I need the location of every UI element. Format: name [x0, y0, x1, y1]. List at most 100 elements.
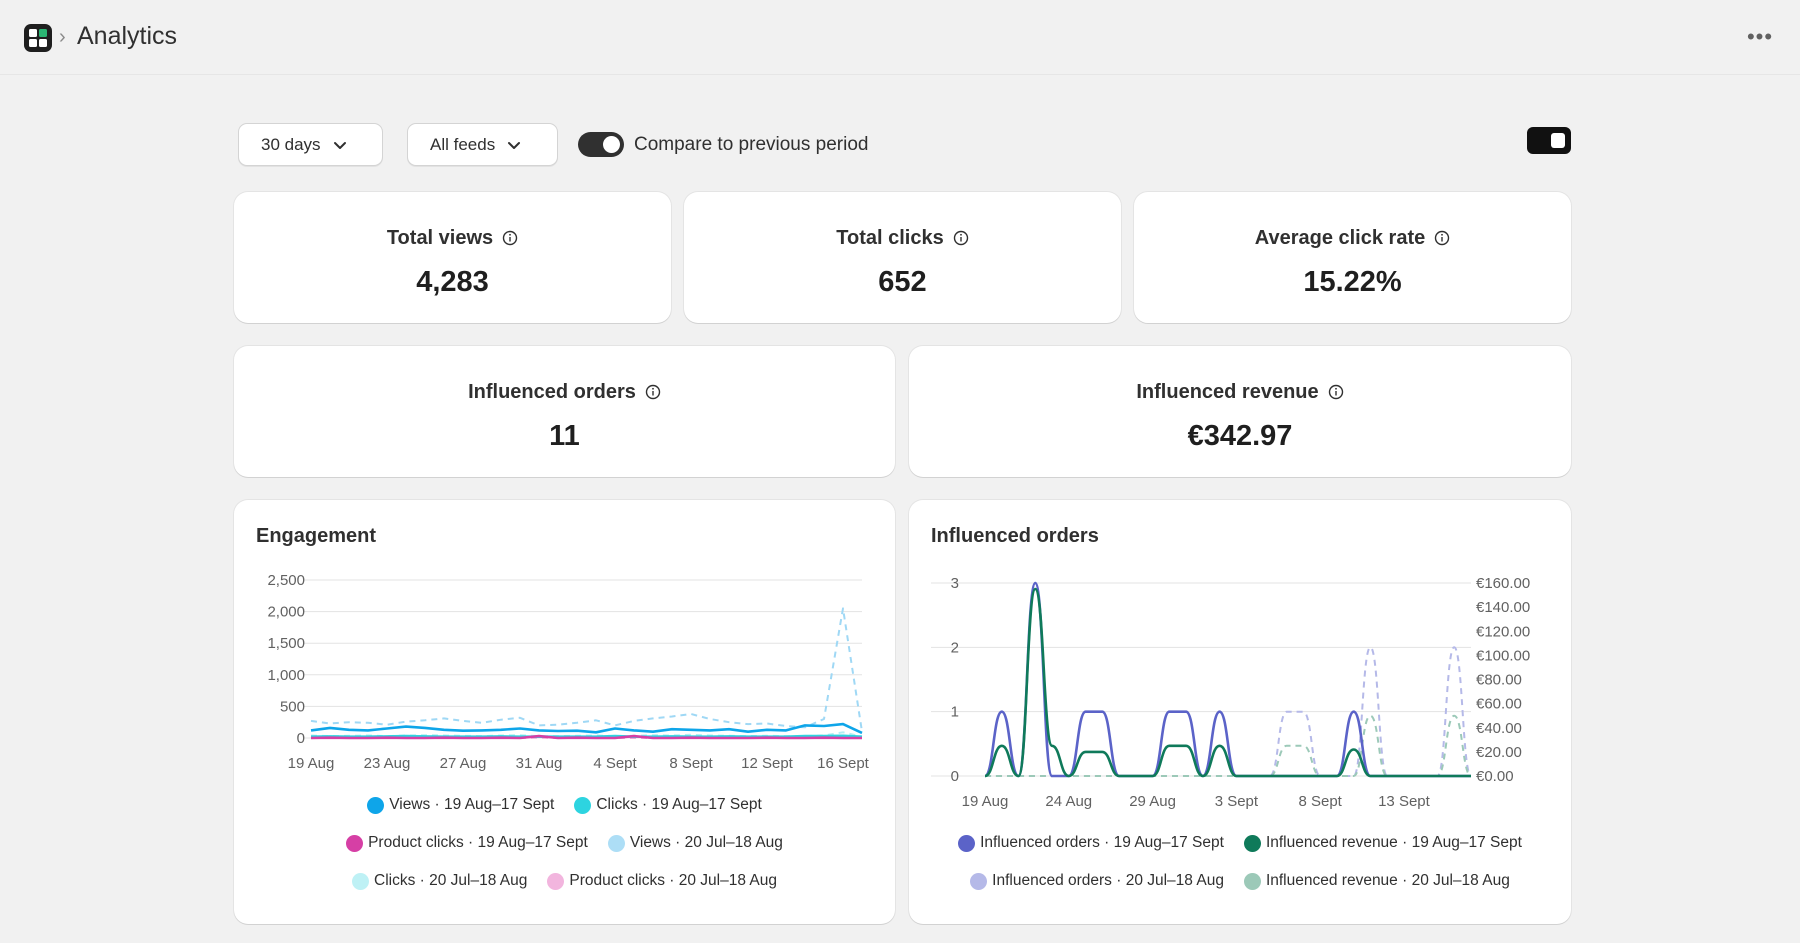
info-icon[interactable]: [645, 384, 661, 400]
legend-swatch: [352, 872, 369, 890]
y-right-tick-label: €20.00: [1476, 744, 1522, 761]
top-bar: › Analytics •••: [0, 0, 1800, 75]
legend-label: Influenced revenue · 20 Jul–18 Aug: [1265, 872, 1510, 889]
legend-row: Product clicks · 19 Aug–17 Sept Views · …: [234, 834, 895, 852]
more-actions-button[interactable]: •••: [1746, 24, 1774, 49]
x-tick-label: 16 Sept: [817, 755, 870, 772]
x-tick-label: 8 Sept: [1298, 793, 1342, 810]
x-tick-label: 19 Aug: [962, 793, 1009, 810]
y-left-tick-label: 0: [951, 768, 959, 785]
series-line: [983, 581, 1471, 778]
legend-row: Influenced orders · 20 Jul–18 Aug Influe…: [909, 872, 1571, 890]
legend-row: Influenced orders · 19 Aug–17 Sept Influ…: [909, 834, 1571, 852]
metric-value: €342.97: [1187, 420, 1293, 452]
metric-value: 652: [878, 266, 927, 298]
x-tick-label: 27 Aug: [440, 755, 487, 772]
series-line: [310, 734, 862, 740]
view-toggle[interactable]: [1527, 127, 1571, 154]
series-line: [310, 722, 863, 735]
legend-item[interactable]: Clicks · 19 Aug–17 Sept: [574, 796, 762, 814]
y-left-tick-label: 3: [951, 575, 959, 592]
legend-label: Influenced orders · 19 Aug–17 Sept: [980, 834, 1224, 851]
period-select-label: 30 days: [261, 134, 321, 154]
legend-item[interactable]: Influenced orders · 19 Aug–17 Sept: [958, 834, 1224, 852]
legend-label: Influenced orders · 20 Jul–18 Aug: [992, 872, 1224, 889]
feeds-select-label: All feeds: [430, 134, 496, 154]
legend-label: Clicks · 20 Jul–18 Aug: [374, 872, 528, 889]
x-tick-label: 24 Aug: [1045, 793, 1092, 810]
toggle-knob: [603, 136, 620, 153]
x-tick-label: 31 Aug: [516, 755, 563, 772]
legend-item[interactable]: Influenced revenue · 20 Jul–18 Aug: [1243, 872, 1510, 890]
metric-card-total-views: Total views 4,283: [234, 192, 671, 323]
y-right-tick-label: €120.00: [1476, 623, 1530, 640]
toggle-knob: [1551, 133, 1565, 148]
metric-card-influenced-revenue: Influenced revenue €342.97: [909, 346, 1571, 477]
legend-item[interactable]: Views · 19 Aug–17 Sept: [367, 796, 554, 814]
metric-value: 11: [549, 420, 580, 452]
y-right-tick-label: €140.00: [1476, 599, 1530, 616]
metric-label: Average click rate: [1254, 227, 1426, 249]
engagement-chart-card: Engagement 0 500 1,000 1,500 2,000 2,500 19 Au…: [234, 500, 895, 924]
chart-title: Influenced orders: [931, 525, 1099, 547]
info-icon[interactable]: [502, 230, 518, 246]
orders-chart-card: Influenced orders 0 1 2 3 €0.00 €20.00 €40.00 €…: [909, 500, 1571, 924]
feeds-select[interactable]: All feeds: [407, 123, 558, 166]
y-tick-label: 2,000: [267, 604, 305, 621]
legend-swatch: [574, 796, 592, 814]
metric-label: Influenced revenue: [1136, 381, 1319, 403]
x-tick-label: 19 Aug: [288, 755, 335, 772]
compare-toggle[interactable]: [578, 132, 624, 157]
legend-label: Product clicks · 20 Jul–18 Aug: [569, 872, 777, 889]
compare-toggle-label: Compare to previous period: [634, 134, 869, 155]
analytics-app-icon[interactable]: [24, 24, 52, 52]
legend-label: Clicks · 19 Aug–17 Sept: [596, 796, 762, 813]
y-tick-label: 500: [280, 698, 305, 715]
metric-label: Influenced orders: [468, 381, 636, 403]
metric-label: Total views: [386, 227, 494, 249]
y-right-tick-label: €60.00: [1476, 696, 1522, 713]
page-title: Analytics: [77, 22, 178, 50]
y-tick-label: 2,500: [267, 572, 305, 589]
legend-row: Views · 19 Aug–17 Sept Clicks · 19 Aug–1…: [234, 796, 895, 814]
legend-swatch: [607, 834, 625, 852]
metric-card-influenced-orders: Influenced orders 11: [234, 346, 895, 477]
legend-item[interactable]: Influenced revenue · 19 Aug–17 Sept: [1243, 834, 1522, 852]
period-select[interactable]: 30 days: [238, 123, 383, 166]
metric-value: 4,283: [416, 266, 489, 298]
engagement-chart: 0 500 1,000 1,500 2,000 2,500 19 Aug 23 Aug 27 A…: [267, 572, 870, 772]
metric-label: Total clicks: [836, 227, 944, 249]
legend-item[interactable]: Influenced orders · 20 Jul–18 Aug: [970, 872, 1224, 890]
x-tick-label: 12 Sept: [741, 755, 794, 772]
legend-swatch: [1243, 834, 1261, 852]
legend-label: Views · 20 Jul–18 Aug: [629, 834, 783, 851]
legend-row: Clicks · 20 Jul–18 Aug Product clicks · …: [234, 872, 895, 890]
y-right-tick-label: €40.00: [1476, 720, 1522, 737]
x-tick-label: 29 Aug: [1129, 793, 1176, 810]
info-icon[interactable]: [953, 230, 969, 246]
series-line: [984, 587, 1471, 778]
series-line: [310, 607, 863, 732]
x-tick-label: 13 Sept: [1378, 793, 1431, 810]
metric-value: 15.22%: [1303, 266, 1402, 298]
y-tick-label: 1,000: [267, 667, 305, 684]
legend-label: Influenced revenue · 19 Aug–17 Sept: [1265, 834, 1522, 851]
legend-item[interactable]: Product clicks · 19 Aug–17 Sept: [346, 834, 588, 852]
chevron-down-icon: [508, 141, 521, 149]
y-right-tick-label: €100.00: [1476, 647, 1530, 664]
chevron-down-icon: [333, 141, 346, 149]
metric-card-total-clicks: Total clicks 652: [684, 192, 1121, 323]
legend-swatch: [1243, 872, 1261, 890]
legend-swatch: [958, 834, 976, 852]
legend-item[interactable]: Views · 20 Jul–18 Aug: [607, 834, 783, 852]
y-left-tick-label: 2: [951, 639, 959, 656]
x-tick-label: 23 Aug: [364, 755, 411, 772]
breadcrumb-chevron-icon: ›: [59, 26, 66, 48]
info-icon[interactable]: [1328, 384, 1344, 400]
legend-swatch: [346, 834, 364, 852]
chart-title: Engagement: [256, 525, 377, 547]
legend-swatch: [367, 796, 385, 814]
info-icon[interactable]: [1434, 230, 1450, 246]
legend-item[interactable]: Product clicks · 20 Jul–18 Aug: [547, 872, 777, 890]
legend-item[interactable]: Clicks · 20 Jul–18 Aug: [352, 872, 527, 890]
